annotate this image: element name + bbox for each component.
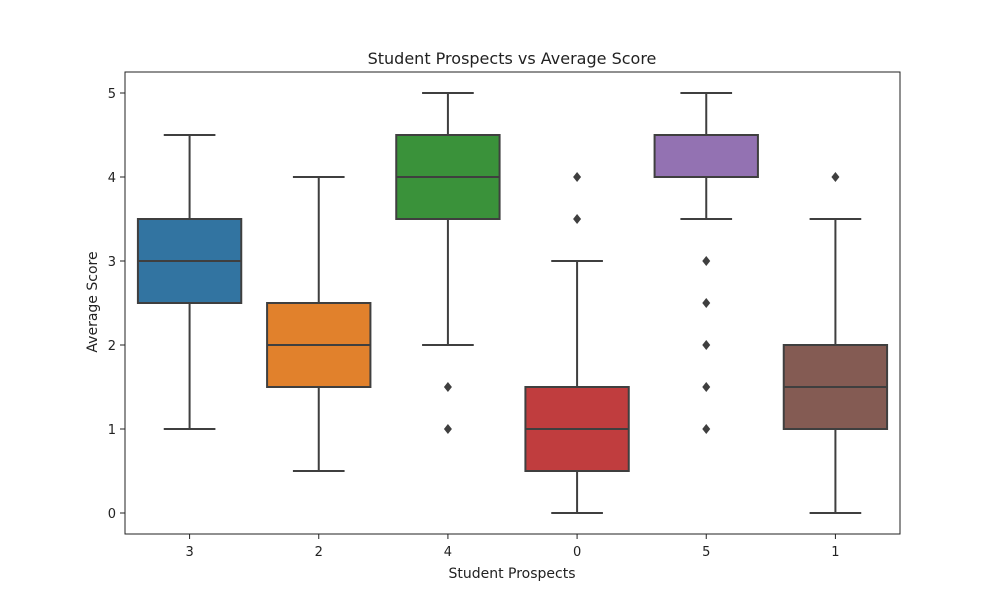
plot-frame: [124, 71, 901, 535]
y-tick-label: 4: [108, 171, 116, 186]
outlier-point: [443, 382, 452, 392]
box-group-4: [395, 92, 501, 434]
y-tick-label: 3: [108, 255, 116, 270]
outlier-point: [702, 382, 711, 392]
x-tick-label: 4: [444, 545, 452, 560]
box-group-5: [653, 92, 759, 434]
x-tick-label: 0: [573, 545, 581, 560]
box-group-1: [782, 172, 889, 514]
box-group-0: [524, 172, 630, 514]
x-axis-label: Student Prospects: [448, 566, 575, 582]
box-group-3: [136, 134, 243, 430]
outlier-point: [831, 172, 840, 182]
chart-title: Student Prospects vs Average Score: [368, 49, 657, 68]
y-axis-label: Average Score: [85, 251, 101, 352]
y-tick-label: 2: [108, 339, 116, 354]
box-iqr: [653, 134, 759, 178]
box-group-2: [266, 176, 372, 472]
x-tick-label: 2: [315, 545, 323, 560]
outlier-point: [702, 424, 711, 434]
x-tick-label: 3: [185, 545, 193, 560]
y-tick-label: 1: [108, 423, 116, 438]
y-tick-label: 0: [108, 507, 116, 522]
outlier-point: [573, 172, 582, 182]
outlier-point: [702, 298, 711, 308]
x-tick-label: 5: [702, 545, 710, 560]
outlier-point: [573, 214, 582, 224]
y-tick-label: 5: [108, 87, 116, 102]
outlier-point: [443, 424, 452, 434]
outlier-point: [702, 256, 711, 266]
x-tick-label: 1: [831, 545, 839, 560]
plot-area: 0 1 2 3 4 5 3 2 4 0 5 1: [108, 87, 889, 560]
outlier-point: [702, 340, 711, 350]
